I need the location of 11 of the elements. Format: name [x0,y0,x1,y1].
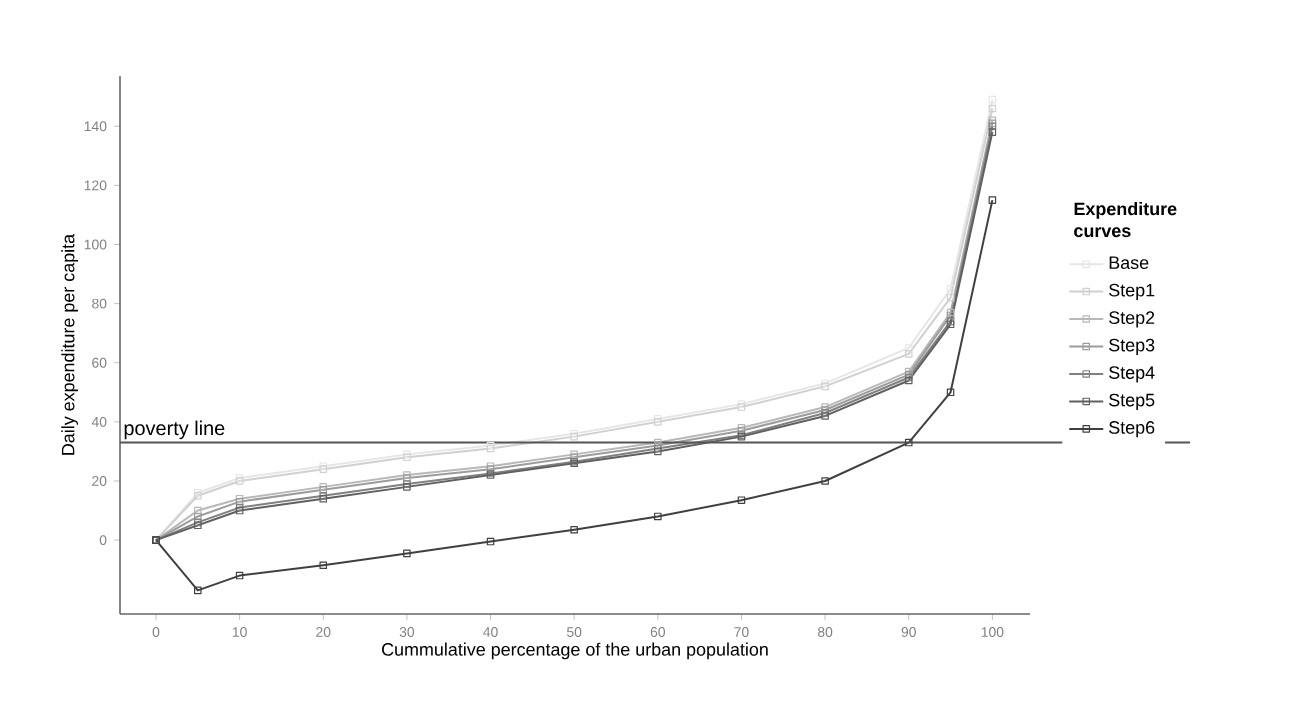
legend-label: Step6 [1109,421,1155,438]
legend-title: Expenditure curves [1074,202,1177,238]
y-axis-title: Daily expenditure per capita [61,233,78,455]
ref-line-label: poverty line [124,420,225,440]
legend-label: Step4 [1109,366,1155,383]
legend-label: Base [1109,256,1149,270]
legend-label: Step5 [1109,393,1155,410]
legend-label: Step3 [1109,338,1155,355]
legend-label: Step2 [1109,311,1155,328]
x-axis-title: Cummulative percentage of the urban population [382,642,768,660]
legend-label: Step1 [1109,283,1155,301]
